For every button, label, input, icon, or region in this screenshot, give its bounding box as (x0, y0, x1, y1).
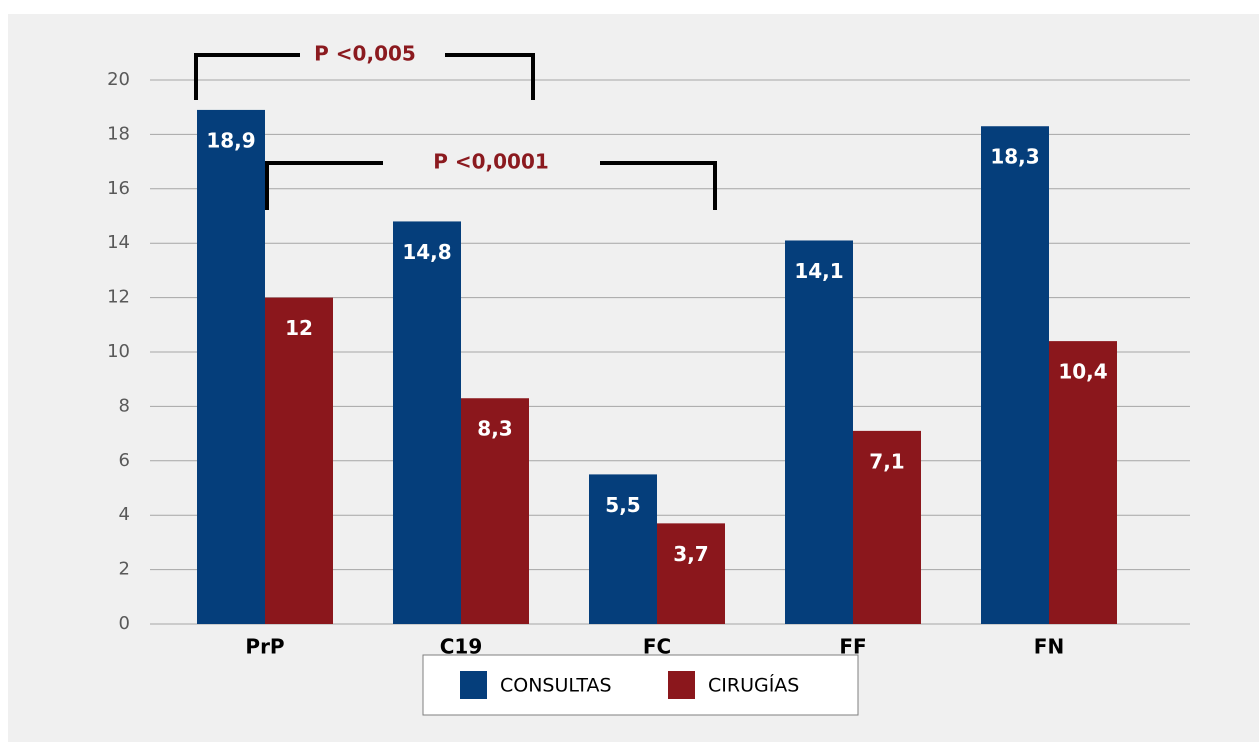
y-tick-label: 6 (119, 450, 130, 471)
legend-label: CIRUGÍAS (708, 674, 799, 697)
bracket (600, 161, 717, 210)
y-tick-label: 18 (107, 123, 130, 144)
legend-swatch (460, 671, 487, 699)
value-label: 8,3 (477, 417, 512, 441)
x-tick-label: C19 (440, 635, 483, 659)
bar (461, 398, 529, 624)
bar (197, 109, 265, 625)
legend (422, 654, 859, 716)
bar (589, 474, 657, 624)
y-tick-label: 8 (119, 395, 130, 416)
bracket (265, 161, 383, 210)
y-tick-label: 20 (107, 69, 130, 90)
y-tick-label: 0 (119, 613, 130, 634)
y-tick-label: 16 (107, 178, 130, 199)
annotation: P <0,005 (314, 42, 416, 66)
bar (393, 221, 461, 624)
value-label: 10,4 (1058, 360, 1107, 384)
legend-label: CONSULTAS (500, 675, 612, 697)
value-label: 18,3 (990, 145, 1039, 169)
value-label: 3,7 (673, 542, 708, 566)
x-tick-label: FF (839, 635, 866, 659)
value-label: 14,1 (794, 259, 843, 283)
value-label: 12 (285, 316, 313, 340)
y-tick-label: 10 (107, 341, 130, 362)
bar (981, 126, 1049, 625)
y-tick-label: 14 (107, 232, 130, 253)
value-label: 18,9 (206, 128, 255, 152)
bracket (194, 53, 300, 100)
bar (785, 240, 853, 625)
value-label: 5,5 (605, 493, 640, 517)
y-tick-label: 12 (107, 287, 130, 308)
x-tick-label: FC (643, 635, 671, 659)
x-tick-label: PrP (245, 635, 284, 659)
y-tick-label: 2 (119, 559, 130, 580)
bar (853, 430, 921, 624)
value-label: 14,8 (402, 240, 451, 264)
bar (657, 523, 725, 624)
x-tick-label: FN (1034, 635, 1064, 659)
bar (1049, 341, 1117, 624)
bar (265, 297, 333, 624)
annotation: P <0,0001 (433, 150, 549, 174)
bracket (445, 53, 535, 100)
value-label: 7,1 (869, 449, 904, 473)
legend-swatch (668, 671, 695, 699)
brackets (194, 53, 717, 210)
y-tick-label: 4 (119, 504, 130, 525)
